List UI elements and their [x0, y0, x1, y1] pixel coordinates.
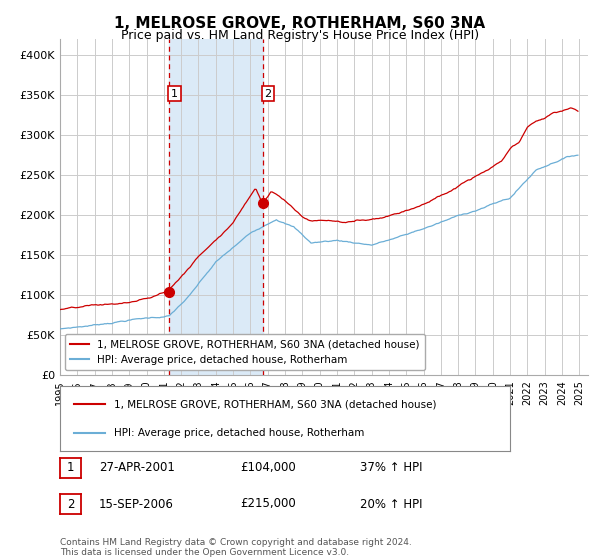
- Text: 1: 1: [171, 88, 178, 99]
- Text: Contains HM Land Registry data © Crown copyright and database right 2024.
This d: Contains HM Land Registry data © Crown c…: [60, 538, 412, 557]
- Text: HPI: Average price, detached house, Rotherham: HPI: Average price, detached house, Roth…: [114, 428, 364, 438]
- Text: £104,000: £104,000: [240, 461, 296, 474]
- Legend: 1, MELROSE GROVE, ROTHERHAM, S60 3NA (detached house), HPI: Average price, detac: 1, MELROSE GROVE, ROTHERHAM, S60 3NA (de…: [65, 334, 425, 370]
- Text: 1: 1: [67, 461, 74, 474]
- Text: 15-SEP-2006: 15-SEP-2006: [99, 497, 174, 511]
- Text: 2: 2: [67, 497, 74, 511]
- Bar: [169, 39, 263, 375]
- Text: £215,000: £215,000: [240, 497, 296, 511]
- Text: 2: 2: [265, 88, 272, 99]
- Text: 1, MELROSE GROVE, ROTHERHAM, S60 3NA: 1, MELROSE GROVE, ROTHERHAM, S60 3NA: [115, 16, 485, 31]
- Text: 20% ↑ HPI: 20% ↑ HPI: [360, 497, 422, 511]
- Text: 37% ↑ HPI: 37% ↑ HPI: [360, 461, 422, 474]
- Text: Price paid vs. HM Land Registry's House Price Index (HPI): Price paid vs. HM Land Registry's House …: [121, 29, 479, 42]
- Text: 1, MELROSE GROVE, ROTHERHAM, S60 3NA (detached house): 1, MELROSE GROVE, ROTHERHAM, S60 3NA (de…: [114, 399, 437, 409]
- Text: 27-APR-2001: 27-APR-2001: [99, 461, 175, 474]
